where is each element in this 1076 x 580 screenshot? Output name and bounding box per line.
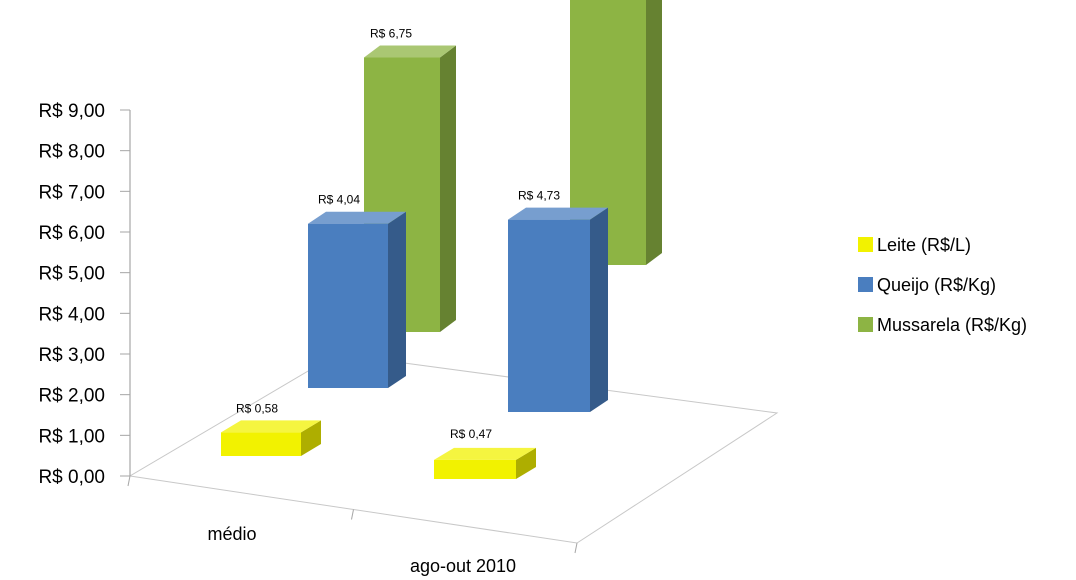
bar-front-face	[434, 459, 516, 479]
category-label: ago-out 2010	[410, 556, 516, 576]
bar-1-1	[508, 207, 608, 412]
legend-label: Mussarela (R$/Kg)	[877, 315, 1027, 335]
y-tick-label: R$ 5,00	[38, 264, 105, 285]
x-tick-mark	[127, 475, 131, 487]
bar-front-face	[221, 432, 301, 456]
y-tick-label: R$ 8,00	[38, 142, 105, 163]
bar-top-face	[434, 447, 536, 460]
bar-1-0	[308, 211, 406, 388]
y-tick-label: R$ 9,00	[38, 101, 105, 122]
y-tick-label: R$ 0,00	[38, 467, 105, 488]
legend-label: Queijo (R$/Kg)	[877, 275, 996, 295]
legend-label: Leite (R$/L)	[877, 235, 971, 255]
y-tick-label: R$ 2,00	[38, 386, 105, 407]
data-label: R$ 4,04	[318, 193, 360, 207]
data-label: R$ 4,73	[518, 189, 560, 203]
chart-axes: R$ 0,00 R$ 1,00 R$ 2,00 R$ 3,00 R$ 4,00 R$ 5,…	[38, 101, 578, 576]
y-tick-label: R$ 1,00	[38, 426, 105, 447]
bar-top-face	[508, 207, 608, 220]
bar-front-face	[508, 219, 590, 412]
y-tick-label: R$ 4,00	[38, 304, 105, 325]
legend-swatch	[858, 277, 873, 292]
legend-swatch	[858, 237, 873, 252]
bar-0-1	[434, 447, 536, 479]
bar-side-face	[516, 447, 536, 479]
bar-top-face	[308, 211, 406, 224]
data-label: R$ 0,47	[450, 427, 492, 441]
data-labels: R$ 6,75R$ 8,50R$ 4,04R$ 4,73R$ 0,58R$ 0,…	[236, 27, 560, 441]
category-label: médio	[207, 524, 256, 544]
chart-bars	[221, 0, 662, 479]
legend-swatch	[858, 317, 873, 332]
bar-side-face	[301, 420, 321, 456]
bar-side-face	[590, 207, 608, 412]
bar-side-face	[440, 45, 456, 332]
data-label: R$ 0,58	[236, 401, 278, 415]
data-label: R$ 6,75	[370, 27, 412, 41]
x-tick-mark	[574, 542, 578, 554]
legend: Leite (R$/L) Queijo (R$/Kg) Mussarela (R$/…	[858, 235, 1027, 335]
bar-side-face	[388, 211, 406, 388]
y-tick-label: R$ 3,00	[38, 345, 105, 366]
bar-top-face	[364, 45, 456, 58]
y-tick-label: R$ 6,00	[38, 223, 105, 244]
bar-0-0	[221, 420, 321, 456]
y-tick-label: R$ 7,00	[38, 182, 105, 203]
bar-top-face	[221, 420, 321, 433]
bar-front-face	[308, 223, 388, 388]
x-tick-mark	[351, 509, 354, 520]
bar-side-face	[646, 0, 662, 265]
